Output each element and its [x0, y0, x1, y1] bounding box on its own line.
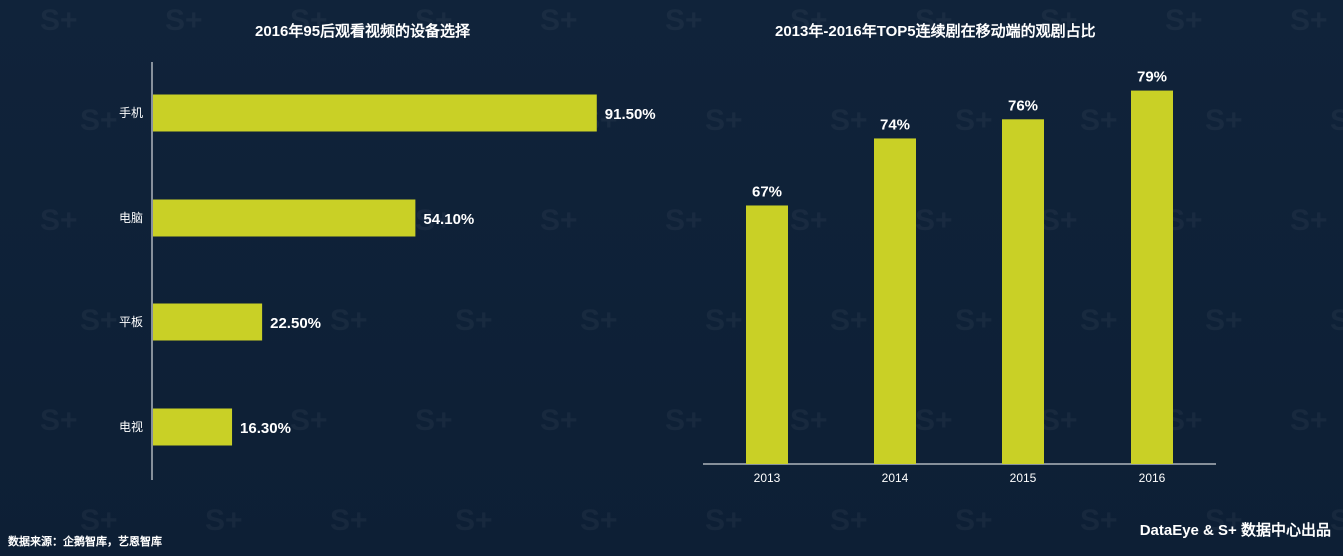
watermark-glyph: S+ — [830, 304, 868, 337]
watermark-glyph: S+ — [830, 104, 868, 137]
watermark-glyph: S+ — [1290, 204, 1328, 237]
share-value-label: 79% — [1137, 69, 1167, 86]
watermark-glyph: S+ — [1040, 4, 1078, 37]
watermark-glyph: S+ — [830, 504, 868, 537]
watermark-glyph: S+ — [1040, 404, 1078, 437]
device-value-label: 91.50% — [605, 106, 656, 123]
mobile-share-chart-title: 2013年-2016年TOP5连续剧在移动端的观剧占比 — [775, 23, 1096, 40]
share-year-tick: 2016 — [1139, 471, 1166, 485]
watermark-glyph: S+ — [290, 404, 328, 437]
share-year-tick: 2013 — [754, 471, 781, 485]
device-bar-1 — [153, 199, 416, 237]
device-bar-3 — [153, 408, 233, 446]
watermark-glyph: S+ — [955, 304, 993, 337]
watermark-glyph: S+ — [790, 4, 828, 37]
watermark-glyph: S+ — [540, 4, 578, 37]
device-chart-title: 2016年95后观看视频的设备选择 — [255, 23, 471, 40]
data-source-note: 数据来源：企鹅智库，艺恩智库 — [8, 536, 162, 548]
device-value-label: 54.10% — [423, 211, 474, 228]
watermark-glyph: S+ — [1080, 104, 1118, 137]
watermark-glyph: S+ — [540, 404, 578, 437]
watermark-glyph: S+ — [415, 204, 453, 237]
device-bar-chart: 手机 91.50% 电脑 54.10% 平板 22.50% 电视 16.30% — [119, 62, 656, 480]
watermark-glyph: S+ — [790, 404, 828, 437]
watermark-glyph: S+ — [1290, 404, 1328, 437]
watermark-glyph: S+ — [665, 4, 703, 37]
device-category-label: 平板 — [119, 315, 143, 329]
watermark-glyph: S+ — [165, 4, 203, 37]
watermark-glyph: S+ — [455, 504, 493, 537]
watermark-glyph: S+ — [665, 204, 703, 237]
watermark-glyph: S+ — [330, 304, 368, 337]
watermark-glyph: S+ — [580, 304, 618, 337]
watermark-glyph: S+ — [1080, 504, 1118, 537]
watermark-glyph: S+ — [290, 4, 328, 37]
watermark-glyph: S+ — [540, 204, 578, 237]
device-category-label: 电视 — [119, 419, 143, 434]
watermark-glyph: S+ — [915, 4, 953, 37]
device-bar-2 — [153, 303, 263, 341]
share-bar-0 — [746, 205, 788, 464]
watermark-glyph: S+ — [705, 104, 743, 137]
watermark-glyph: S+ — [1040, 204, 1078, 237]
watermark-glyph: S+ — [705, 504, 743, 537]
watermark-glyph: S+ — [415, 4, 453, 37]
watermark-glyph: S+ — [1330, 504, 1343, 537]
watermark-glyph: S+ — [665, 404, 703, 437]
watermark-glyph: S+ — [40, 204, 78, 237]
watermark-glyph: S+ — [1165, 4, 1203, 37]
watermark-glyph: S+ — [1290, 4, 1328, 37]
watermark-glyph: S+ — [955, 104, 993, 137]
watermark-glyph: S+ — [790, 204, 828, 237]
share-value-label: 74% — [880, 116, 910, 133]
watermark-glyph: S+ — [1205, 504, 1243, 537]
share-year-tick: 2014 — [882, 471, 909, 485]
device-category-label: 电脑 — [119, 211, 143, 225]
watermark-glyph: S+ — [40, 404, 78, 437]
watermark-glyph: S+ — [915, 404, 953, 437]
watermark-glyph: S+ — [915, 204, 953, 237]
watermark-glyph: S+ — [330, 504, 368, 537]
device-bar-0 — [153, 94, 597, 132]
device-value-label: 16.30% — [240, 420, 291, 437]
watermark-glyph: S+ — [580, 504, 618, 537]
mobile-share-bar-chart: 67% 2013 74% 2014 76% 2015 79% 2016 — [703, 69, 1216, 485]
watermark-glyph: S+ — [415, 404, 453, 437]
device-value-label: 22.50% — [270, 315, 321, 332]
watermark-glyph: S+ — [205, 504, 243, 537]
watermark-glyph: S+ — [1330, 304, 1343, 337]
share-bar-2 — [1002, 119, 1044, 465]
watermark-glyph: S+ — [1080, 304, 1118, 337]
watermark-glyph: S+ — [1205, 304, 1243, 337]
watermark-glyph: S+ — [80, 104, 118, 137]
watermark-glyph: S+ — [40, 4, 78, 37]
watermark-glyph: S+ — [80, 304, 118, 337]
watermark-glyph: S+ — [80, 504, 118, 537]
device-category-label: 手机 — [119, 106, 143, 120]
watermark-glyph: S+ — [455, 304, 493, 337]
share-value-label: 76% — [1008, 97, 1038, 114]
share-value-label: 67% — [752, 183, 782, 200]
watermark-glyph: S+ — [1330, 104, 1343, 137]
watermark-glyph: S+ — [1205, 104, 1243, 137]
share-bar-1 — [874, 138, 916, 464]
share-bar-3 — [1131, 90, 1173, 464]
watermark-glyph: S+ — [955, 504, 993, 537]
share-year-tick: 2015 — [1010, 471, 1037, 485]
watermark-glyph: S+ — [705, 304, 743, 337]
brand-credit: DataEye & S+ 数据中心出品 — [1139, 522, 1331, 539]
